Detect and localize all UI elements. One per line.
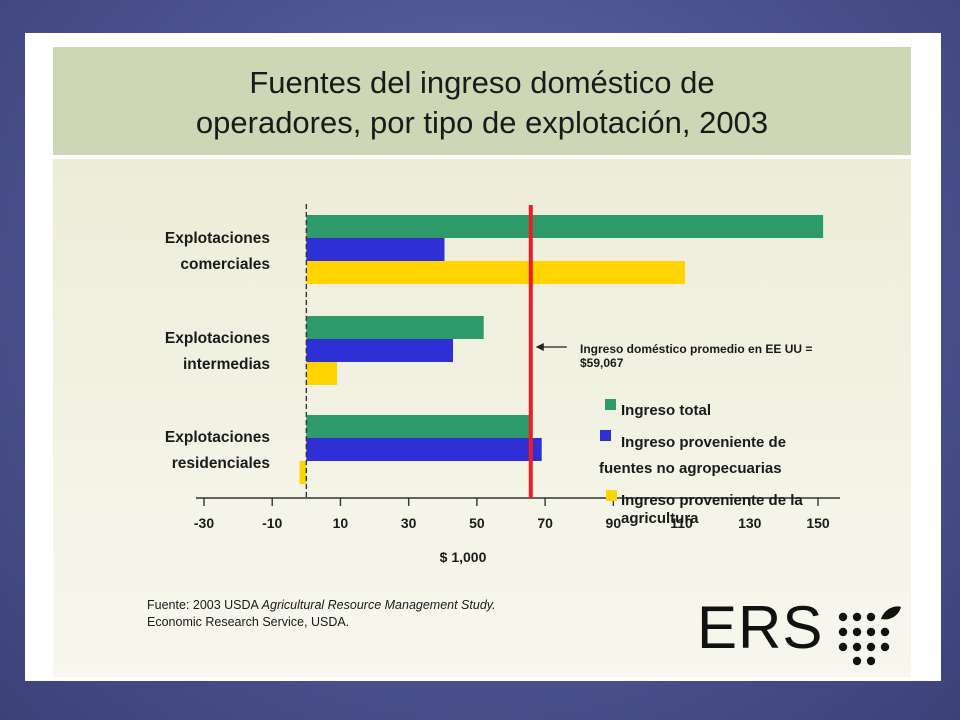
legend-swatch-2 <box>600 430 611 441</box>
legend-label-3-1: Ingreso proveniente de la <box>621 492 803 509</box>
x-tick-label-7: 90 <box>606 515 622 531</box>
x-tick-label-9: 130 <box>738 515 762 531</box>
source-line2: Economic Research Service, USDA. <box>147 615 350 629</box>
bar-1-cat-3 <box>306 415 530 438</box>
x-tick-label-8: 110 <box>670 515 693 531</box>
category-label-3-1: Explotaciones <box>165 429 270 446</box>
slide: Fuentes del ingreso doméstico de operado… <box>25 33 941 681</box>
category-label-1-2: comerciales <box>180 256 270 273</box>
x-tick-label-4: 30 <box>401 515 417 531</box>
legend-swatch-1 <box>605 399 616 410</box>
legend-swatch-3 <box>606 490 617 501</box>
bar-2-cat-1 <box>306 238 445 261</box>
bar-3-cat-1 <box>306 261 685 284</box>
source-note: Fuente: 2003 USDA Agricultural Resource … <box>147 597 496 631</box>
source-study: Agricultural Resource Management Study. <box>261 598 496 612</box>
bar-1-cat-1 <box>306 215 824 238</box>
ers-logo-dots-icon <box>838 606 901 666</box>
ers-logo: ERS <box>697 594 907 669</box>
source-prefix: Fuente: 2003 USDA <box>147 598 262 612</box>
category-label-3-2: residenciales <box>172 455 270 472</box>
reference-label-1: Ingreso doméstico promedio en EE UU = <box>580 342 812 356</box>
title-band: Fuentes del ingreso doméstico de operado… <box>53 47 911 155</box>
x-axis-label: $ 1,000 <box>440 549 487 565</box>
category-label-2-1: Explotaciones <box>165 330 270 347</box>
reference-label-2: $59,067 <box>580 356 624 370</box>
bar-3-cat-2 <box>306 362 338 385</box>
legend-label-1-1: Ingreso total <box>621 402 711 419</box>
x-tick-label-2: -10 <box>262 515 282 531</box>
bar-2-cat-2 <box>306 339 454 362</box>
legend-label-2-1: Ingreso proveniente de <box>621 434 786 451</box>
category-label-1-1: Explotaciones <box>165 230 270 247</box>
x-tick-label-10: 150 <box>806 515 830 531</box>
x-tick-label-5: 50 <box>469 515 485 531</box>
chart-panel: -30 -10 10 30 50 70 90 110 130 150 $ 1,000 Explotac… <box>53 159 911 677</box>
bar-1-cat-2 <box>306 316 484 339</box>
x-tick-label-6: 70 <box>537 515 553 531</box>
legend-label-2-2: fuentes no agropecuarias <box>599 460 782 477</box>
x-tick-label-3: 10 <box>333 515 349 531</box>
bar-2-cat-3 <box>306 438 542 461</box>
category-label-2-2: intermedias <box>183 356 270 373</box>
chart-title: Fuentes del ingreso doméstico de operado… <box>195 65 769 140</box>
legend-label-3-2: agricultura <box>621 510 699 527</box>
bar-chart: -30 -10 10 30 50 70 90 110 130 150 $ 1,000 Explotac… <box>165 204 840 565</box>
x-tick-label-1: -30 <box>194 515 214 531</box>
reference-arrow-head-icon <box>535 343 544 351</box>
ers-logo-text: ERS <box>697 594 824 661</box>
bar-3-cat-3 <box>299 461 307 484</box>
